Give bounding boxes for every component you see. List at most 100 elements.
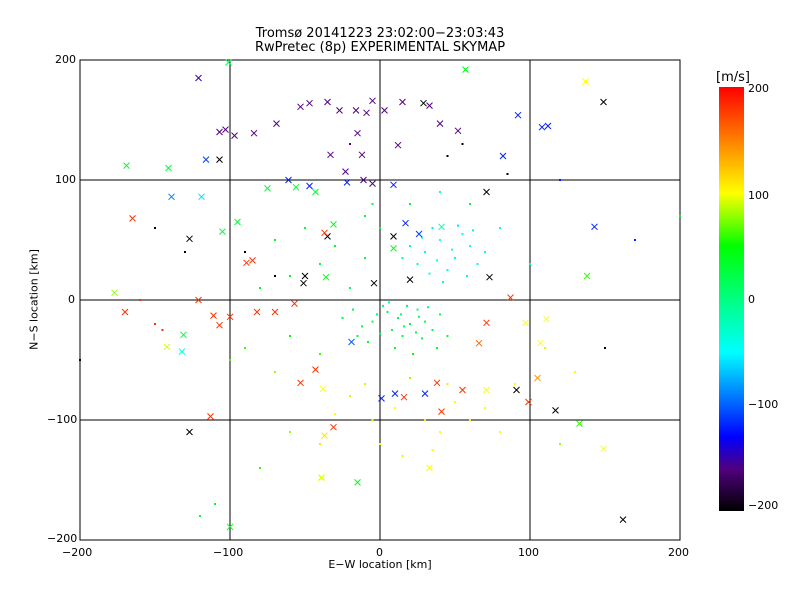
data-point-cross <box>111 289 118 297</box>
data-point-cross <box>381 107 388 114</box>
data-point-cross <box>369 97 376 105</box>
data-point-cross <box>226 313 234 321</box>
data-point-dot <box>469 245 471 247</box>
data-point-dot <box>499 227 501 229</box>
data-point-dot <box>446 383 449 385</box>
data-point-cross <box>420 99 427 107</box>
data-point-dot <box>472 229 474 232</box>
data-point-cross <box>354 479 361 486</box>
data-point-dot <box>424 320 426 323</box>
data-point-dot <box>184 251 186 253</box>
data-point-cross <box>438 408 445 415</box>
data-point-cross <box>390 181 397 189</box>
data-point-dot <box>428 272 431 275</box>
data-point-dot <box>418 315 420 318</box>
data-point-cross <box>336 107 343 114</box>
data-point-dot <box>439 191 441 193</box>
data-point-cross <box>543 315 550 323</box>
data-point-cross <box>483 319 490 327</box>
data-point-dot <box>334 413 336 415</box>
data-point-dot <box>371 419 374 421</box>
data-point-dot <box>244 347 246 349</box>
data-point-dot <box>154 323 156 325</box>
data-point-cross <box>222 126 229 133</box>
data-point-dot <box>431 329 434 331</box>
data-point-dot <box>394 347 396 349</box>
data-point-cross <box>186 428 193 436</box>
colorbar-tick: 200 <box>748 82 769 95</box>
data-point-dot <box>214 503 216 505</box>
data-point-cross <box>426 102 433 109</box>
data-point-dot <box>469 203 471 205</box>
x-tick: 0 <box>376 546 383 559</box>
data-point-cross <box>165 164 172 172</box>
data-point-dot <box>379 443 381 445</box>
data-point-cross <box>544 122 552 130</box>
data-point-cross <box>402 219 409 227</box>
data-point-dot <box>431 227 434 229</box>
data-point-dot <box>382 305 384 307</box>
data-point-cross <box>421 390 429 397</box>
data-point-dot <box>79 359 81 361</box>
data-point-cross <box>438 223 445 231</box>
y-tick: 0 <box>68 293 75 306</box>
data-point-cross <box>600 98 607 106</box>
chart-title: Tromsø 20141223 23:02:00−23:03:43 <box>255 26 505 41</box>
data-point-dot <box>139 299 141 301</box>
data-point-cross <box>123 162 130 169</box>
data-point-dot <box>274 239 276 241</box>
data-point-dot <box>454 401 456 403</box>
data-point-cross <box>234 218 241 226</box>
data-point-cross <box>324 98 331 106</box>
x-tick: −100 <box>213 546 244 559</box>
data-point-cross <box>121 308 129 316</box>
data-point-dot <box>514 383 516 385</box>
data-point-dot <box>274 275 276 277</box>
data-point-dot <box>559 179 561 181</box>
data-point-cross <box>583 272 591 280</box>
y-tick: 200 <box>55 53 76 66</box>
data-point-dot <box>401 257 404 259</box>
data-point-cross <box>415 230 423 238</box>
data-point-cross <box>297 103 304 111</box>
data-point-cross <box>343 179 351 186</box>
data-point-dot <box>356 335 359 337</box>
data-point-cross <box>306 182 313 190</box>
data-point-dot <box>436 259 438 262</box>
data-point-dot <box>457 224 459 227</box>
data-point-dot <box>446 335 449 337</box>
data-point-cross <box>273 120 280 127</box>
data-point-dot <box>442 281 444 283</box>
data-point-dot <box>451 248 453 251</box>
data-point-dot <box>421 236 423 239</box>
data-point-dot <box>604 347 606 349</box>
data-point-dot <box>544 347 546 349</box>
data-point-cross <box>219 228 226 235</box>
data-point-dot <box>400 313 402 316</box>
data-point-cross <box>216 321 223 329</box>
data-point-dot <box>364 383 366 385</box>
data-point-cross <box>354 129 361 137</box>
data-point-dot <box>289 335 291 337</box>
data-point-cross <box>231 132 238 139</box>
data-point-dot <box>679 215 681 217</box>
data-point-dot <box>352 308 354 311</box>
data-point-dot <box>461 233 464 235</box>
data-point-cross <box>319 385 327 393</box>
x-tick: 200 <box>668 546 689 559</box>
data-point-cross <box>312 366 319 373</box>
data-point-dot <box>427 306 429 309</box>
data-point-cross <box>534 374 541 382</box>
data-point-dot <box>391 329 393 331</box>
data-point-dot <box>376 313 378 316</box>
data-point-dot <box>466 275 468 277</box>
data-point-cross <box>250 129 258 137</box>
data-point-cross <box>318 474 325 481</box>
y-tick: 100 <box>55 173 76 186</box>
data-point-dot <box>401 335 404 337</box>
data-point-dot <box>439 313 441 316</box>
data-point-dot <box>506 173 509 175</box>
data-point-cross <box>514 111 522 119</box>
data-point-cross <box>301 272 309 280</box>
data-point-cross <box>285 176 292 184</box>
